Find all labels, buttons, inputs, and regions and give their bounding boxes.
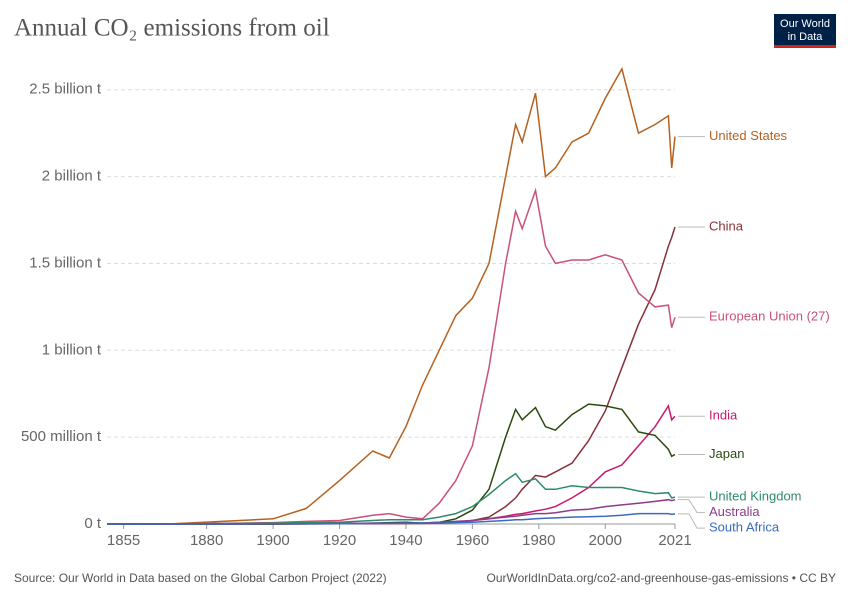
series-line: [107, 512, 676, 525]
label-connector: [678, 513, 705, 529]
series-line: [107, 226, 676, 525]
series-line: [106, 66, 676, 525]
x-tick-label: 1920: [323, 532, 356, 549]
logo-text: Our World: [780, 18, 830, 30]
logo-box: [774, 14, 836, 48]
y-tick-label: 1.5 billion t: [29, 254, 102, 271]
x-tick-label: 2000: [589, 532, 622, 549]
legend-label: Australia: [709, 504, 760, 519]
legend-label: European Union (27): [709, 309, 830, 324]
x-tick-label: 1880: [190, 532, 223, 549]
x-tick-label: 1960: [456, 532, 489, 549]
x-tick-label: 1980: [522, 532, 555, 549]
chart-title: Annual CO₂ emissions from oil: [14, 15, 330, 42]
x-tick-label: 1855: [107, 532, 140, 549]
x-tick-label: 2021: [658, 532, 691, 549]
series-line: [106, 187, 676, 525]
y-tick-label: 2 billion t: [42, 168, 102, 185]
legend-label: United States: [709, 128, 788, 143]
legend-label: India: [709, 408, 738, 423]
legend-label: China: [709, 218, 744, 233]
logo: Our World in Data: [774, 14, 836, 48]
source-note: Source: Our World in Data based on the G…: [14, 571, 387, 585]
legend-label: South Africa: [709, 520, 780, 535]
series-line: [106, 472, 676, 525]
logo-text: in Data: [788, 31, 824, 43]
y-tick-label: 500 million t: [21, 428, 102, 445]
legend-label: Japan: [709, 446, 744, 461]
y-tick-label: 2.5 billion t: [29, 81, 102, 98]
credit-note: OurWorldInData.org/co2-and-greenhouse-ga…: [487, 571, 836, 585]
y-tick-label: 0 t: [84, 515, 102, 532]
series-line: [107, 403, 676, 525]
x-tick-label: 1940: [389, 532, 422, 549]
series-line: [107, 404, 676, 525]
legend-label: United Kingdom: [709, 489, 802, 504]
y-tick-label: 1 billion t: [42, 341, 102, 358]
logo-bar: [774, 45, 836, 48]
label-connector: [678, 499, 705, 514]
x-tick-label: 1900: [256, 532, 289, 549]
